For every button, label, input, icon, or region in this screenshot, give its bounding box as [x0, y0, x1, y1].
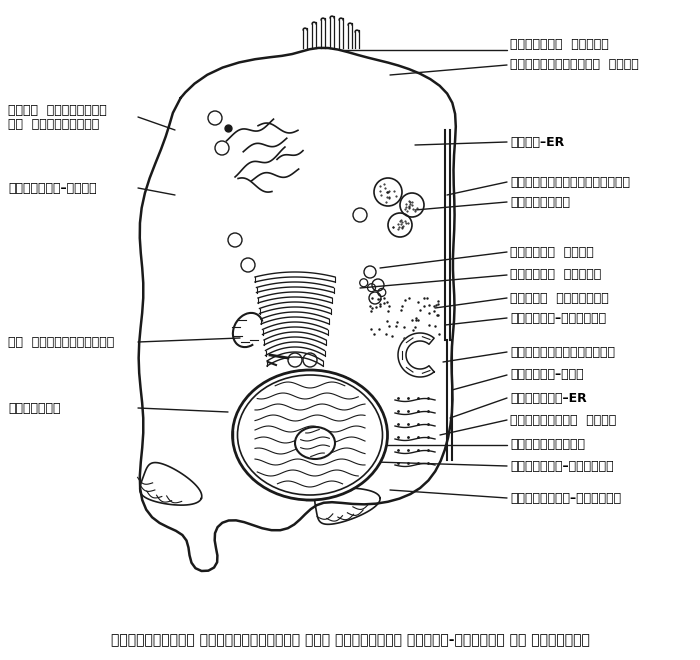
Text: का  बहिष्कारण: का बहिष्कारण — [8, 117, 99, 131]
Text: सावी  पदार्थों: सावी पदार्थों — [8, 104, 106, 117]
Ellipse shape — [232, 370, 388, 500]
Polygon shape — [398, 333, 434, 377]
Text: माइटोकोंड्रिया: माइटोकोंड्रिया — [510, 345, 615, 358]
Text: लाइसोसोम: लाइसोसोम — [510, 195, 570, 209]
Text: पिनोसाइटोटिक  पुटी: पिनोसाइटोटिक पुटी — [510, 59, 638, 71]
Text: केन्द्र–द्रव्य: केन्द्र–द्रव्य — [510, 459, 614, 473]
Text: गॉल्जी  पुटी: गॉल्जी पुटी — [510, 246, 594, 259]
Text: सुक्ष्म–तंतु: सुक्ष्म–तंतु — [8, 182, 97, 195]
Text: गॉल्जी  उपकरण: गॉल्जी उपकरण — [510, 269, 601, 282]
Text: माइक्रोट्यूब्युल: माइक्रोट्यूब्युल — [510, 176, 630, 189]
Text: कोशिका–द्रव्य: कोशिका–द्रव्य — [510, 312, 606, 325]
Text: कोशिका–कला: कोशिका–कला — [510, 368, 584, 381]
Text: केन्द्रिका: केन्द्रिका — [510, 438, 585, 451]
Text: सुक्ष्म  अंकुर: सुक्ष्म अंकुर — [510, 38, 609, 51]
Text: दानेदार–ER: दानेदार–ER — [510, 391, 587, 405]
Ellipse shape — [295, 427, 335, 459]
Text: क्रोमेटिन  धागे: क्रोमेटिन धागे — [510, 414, 616, 426]
Text: रिबोसोम: रिबोसोम — [8, 401, 60, 414]
Text: केन्द्रक–झिल्ली: केन्द्रक–झिल्ली — [510, 492, 621, 504]
Text: समतल–ER: समतल–ER — [510, 135, 564, 148]
Text: इलेक्ट्रॉन सूक्ष्मदर्शी में प्रारूपी जन्तु-कोशिका की परारचना: इलेक्ट्रॉन सूक्ष्मदर्शी में प्रारूपी जन्… — [111, 633, 589, 647]
Text: दो  सेन्ट्रियोल: दो सेन्ट्रियोल — [8, 335, 114, 348]
Text: मुक्त  रिबोसोम: मुक्त रिबोसोम — [510, 292, 609, 304]
